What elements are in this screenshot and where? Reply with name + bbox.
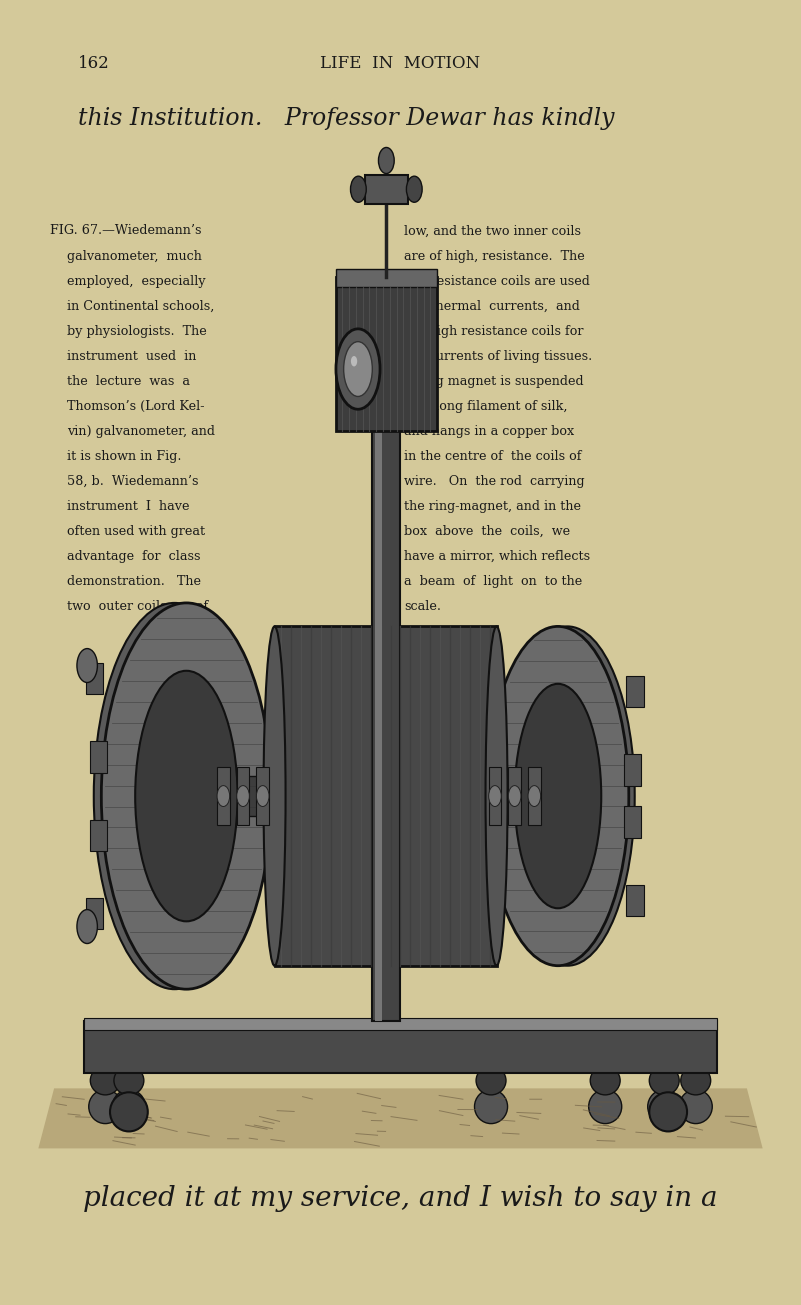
Text: instrument  used  in: instrument used in (67, 350, 197, 363)
Circle shape (489, 786, 501, 806)
Ellipse shape (264, 626, 286, 966)
Text: 162: 162 (78, 55, 110, 72)
Ellipse shape (114, 1066, 144, 1095)
Text: are of high, resistance.  The: are of high, resistance. The (405, 249, 586, 262)
Bar (256, 767, 269, 825)
Text: Thomson’s (Lord Kel-: Thomson’s (Lord Kel- (67, 399, 205, 412)
Text: by a long filament of silk,: by a long filament of silk, (405, 399, 568, 412)
Bar (237, 767, 249, 825)
Ellipse shape (110, 1092, 148, 1131)
Text: placed it at my service, and I wish to say in a: placed it at my service, and I wish to s… (83, 1185, 718, 1212)
Bar (90, 820, 107, 851)
Text: galvanometer,  much: galvanometer, much (67, 249, 203, 262)
Ellipse shape (344, 342, 372, 397)
Circle shape (509, 786, 521, 806)
Text: employed,  especially: employed, especially (67, 274, 206, 287)
Bar (376, 274, 381, 1021)
Text: in Continental schools,: in Continental schools, (67, 300, 215, 313)
Bar (90, 741, 107, 773)
Bar (275, 626, 497, 966)
Circle shape (351, 176, 366, 202)
Text: demonstration.   The: demonstration. The (67, 576, 202, 589)
Bar (86, 663, 103, 694)
Bar (84, 1018, 717, 1030)
Ellipse shape (648, 1090, 681, 1124)
Ellipse shape (474, 1090, 508, 1124)
Ellipse shape (135, 671, 238, 921)
Ellipse shape (650, 1066, 679, 1095)
Ellipse shape (681, 1066, 710, 1095)
Bar (528, 767, 541, 825)
Text: the currents of living tissues.: the currents of living tissues. (405, 350, 593, 363)
Bar (497, 776, 558, 816)
Circle shape (528, 786, 541, 806)
Circle shape (378, 147, 394, 174)
Text: low, and the two inner coils: low, and the two inner coils (405, 224, 582, 238)
Ellipse shape (485, 626, 508, 966)
Text: A ring magnet is suspended: A ring magnet is suspended (405, 375, 584, 388)
Text: LIFE  IN  MOTION: LIFE IN MOTION (320, 55, 481, 72)
Bar (624, 806, 642, 838)
Circle shape (77, 649, 98, 683)
Ellipse shape (679, 1090, 712, 1124)
Text: scale.: scale. (405, 600, 441, 613)
Bar (84, 1021, 717, 1073)
Ellipse shape (89, 1090, 122, 1124)
Bar (336, 269, 437, 287)
Bar (86, 898, 103, 929)
Text: and hangs in a copper box: and hangs in a copper box (405, 425, 574, 438)
Bar (187, 776, 275, 816)
Bar (364, 175, 408, 204)
Text: a  beam  of  light  on  to the: a beam of light on to the (405, 576, 582, 589)
Bar (336, 277, 437, 431)
Ellipse shape (487, 626, 629, 966)
Ellipse shape (515, 684, 602, 908)
Text: for  thermal  currents,  and: for thermal currents, and (405, 300, 580, 313)
Ellipse shape (112, 1090, 146, 1124)
Ellipse shape (102, 603, 272, 989)
Polygon shape (38, 1088, 763, 1148)
Text: advantage  for  class: advantage for class (67, 551, 201, 564)
Bar (217, 767, 230, 825)
Bar (372, 274, 400, 1021)
Text: by physiologists.  The: by physiologists. The (67, 325, 207, 338)
Bar (509, 767, 521, 825)
Circle shape (406, 176, 422, 202)
Text: in the centre of  the coils of: in the centre of the coils of (405, 450, 582, 463)
Text: 58, b.  Wiedemann’s: 58, b. Wiedemann’s (67, 475, 199, 488)
Text: box  above  the  coils,  we: box above the coils, we (405, 525, 570, 538)
Text: this Institution.   Professor Dewar has kindly: this Institution. Professor Dewar has ki… (78, 107, 614, 130)
Text: the  lecture  was  a: the lecture was a (67, 375, 191, 388)
Ellipse shape (650, 1092, 687, 1131)
Ellipse shape (336, 329, 380, 410)
Ellipse shape (94, 603, 256, 989)
Text: the high resistance coils for: the high resistance coils for (405, 325, 584, 338)
Bar (626, 885, 644, 916)
Circle shape (77, 910, 98, 944)
Ellipse shape (91, 1066, 120, 1095)
Ellipse shape (351, 356, 357, 367)
Text: often used with great: often used with great (67, 525, 206, 538)
Ellipse shape (500, 626, 634, 966)
Bar (624, 754, 642, 786)
Text: FIG. 67.—Wiedemann’s: FIG. 67.—Wiedemann’s (50, 224, 202, 238)
Text: two  outer coils are of: two outer coils are of (67, 600, 209, 613)
Ellipse shape (589, 1090, 622, 1124)
Bar (626, 676, 644, 707)
Ellipse shape (590, 1066, 620, 1095)
Bar (489, 767, 501, 825)
Text: vin) galvanometer, and: vin) galvanometer, and (67, 425, 215, 438)
Text: INST. CO. CAMB.: INST. CO. CAMB. (613, 1058, 703, 1067)
Ellipse shape (476, 1066, 506, 1095)
Text: have a mirror, which reflects: have a mirror, which reflects (405, 551, 590, 564)
Text: the ring-magnet, and in the: the ring-magnet, and in the (405, 500, 582, 513)
Circle shape (217, 786, 230, 806)
Text: wire.   On  the rod  carrying: wire. On the rod carrying (405, 475, 585, 488)
Text: instrument  I  have: instrument I have (67, 500, 190, 513)
Circle shape (237, 786, 249, 806)
Text: low resistance coils are used: low resistance coils are used (405, 274, 590, 287)
Circle shape (256, 786, 269, 806)
Text: it is shown in Fig.: it is shown in Fig. (67, 450, 182, 463)
